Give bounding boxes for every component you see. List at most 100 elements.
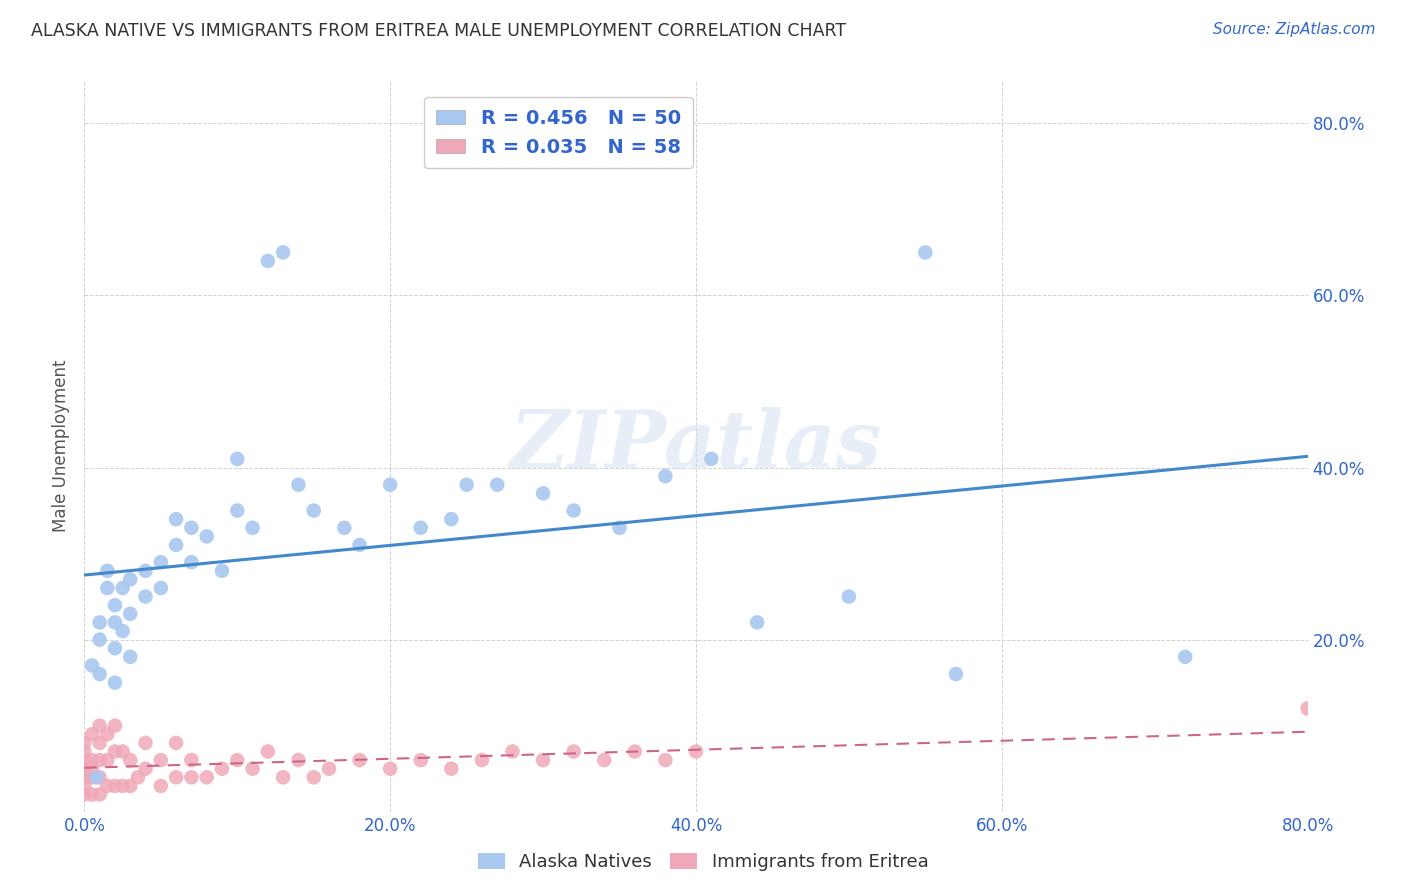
Point: [165, 538, 187, 552]
Point: [120, 607, 142, 621]
Point: [914, 245, 936, 260]
Point: [89, 736, 111, 750]
Point: [685, 744, 707, 758]
Text: ZIPatlas: ZIPatlas: [510, 408, 882, 484]
Point: [654, 753, 676, 767]
Point: [104, 675, 127, 690]
Point: [380, 477, 402, 491]
Point: [562, 503, 585, 517]
Point: [80, 658, 103, 673]
Point: [226, 503, 249, 517]
Point: [104, 744, 127, 758]
Point: [456, 477, 478, 491]
Point: [271, 770, 294, 784]
Point: [111, 779, 134, 793]
Point: [120, 573, 142, 587]
Point: [349, 538, 371, 552]
Point: [165, 770, 187, 784]
Y-axis label: Male Unemployment: Male Unemployment: [52, 359, 70, 533]
Point: [89, 719, 111, 733]
Point: [945, 667, 967, 681]
Point: [149, 753, 172, 767]
Point: [380, 762, 402, 776]
Point: [1174, 649, 1197, 664]
Point: [287, 753, 309, 767]
Point: [89, 788, 111, 802]
Point: [302, 770, 325, 784]
Point: [531, 753, 554, 767]
Point: [349, 753, 371, 767]
Point: [80, 762, 103, 776]
Point: [80, 753, 103, 767]
Point: [73, 762, 96, 776]
Point: [73, 753, 96, 767]
Point: [180, 770, 202, 784]
Point: [471, 753, 494, 767]
Text: ALASKA NATIVE VS IMMIGRANTS FROM ERITREA MALE UNEMPLOYMENT CORRELATION CHART: ALASKA NATIVE VS IMMIGRANTS FROM ERITREA…: [31, 22, 846, 40]
Legend: R = 0.456   N = 50, R = 0.035   N = 58: R = 0.456 N = 50, R = 0.035 N = 58: [425, 97, 693, 169]
Point: [502, 744, 524, 758]
Point: [89, 667, 111, 681]
Point: [624, 744, 647, 758]
Point: [104, 779, 127, 793]
Point: [409, 753, 432, 767]
Point: [111, 581, 134, 595]
Point: [242, 521, 264, 535]
Point: [211, 564, 233, 578]
Point: [80, 770, 103, 784]
Point: [486, 477, 509, 491]
Point: [1296, 701, 1319, 715]
Point: [700, 451, 723, 466]
Point: [654, 469, 676, 483]
Point: [302, 503, 325, 517]
Point: [440, 512, 463, 526]
Point: [80, 788, 103, 802]
Point: [195, 770, 218, 784]
Point: [127, 770, 149, 784]
Legend: Alaska Natives, Immigrants from Eritrea: Alaska Natives, Immigrants from Eritrea: [471, 846, 935, 879]
Point: [180, 753, 202, 767]
Point: [96, 753, 118, 767]
Point: [96, 564, 118, 578]
Point: [73, 736, 96, 750]
Point: [287, 477, 309, 491]
Text: Source: ZipAtlas.com: Source: ZipAtlas.com: [1212, 22, 1375, 37]
Point: [80, 727, 103, 741]
Point: [73, 788, 96, 802]
Point: [226, 753, 249, 767]
Point: [89, 753, 111, 767]
Point: [211, 762, 233, 776]
Point: [226, 451, 249, 466]
Point: [257, 744, 280, 758]
Point: [111, 744, 134, 758]
Point: [73, 744, 96, 758]
Point: [195, 529, 218, 543]
Point: [747, 615, 769, 630]
Point: [271, 245, 294, 260]
Point: [104, 598, 127, 612]
Point: [593, 753, 616, 767]
Point: [165, 736, 187, 750]
Point: [73, 770, 96, 784]
Point: [409, 521, 432, 535]
Point: [104, 719, 127, 733]
Point: [318, 762, 340, 776]
Point: [104, 615, 127, 630]
Point: [120, 649, 142, 664]
Point: [86, 770, 108, 784]
Point: [242, 762, 264, 776]
Point: [96, 581, 118, 595]
Point: [120, 779, 142, 793]
Point: [440, 762, 463, 776]
Point: [135, 762, 157, 776]
Point: [120, 753, 142, 767]
Point: [257, 254, 280, 268]
Point: [96, 779, 118, 793]
Point: [89, 770, 111, 784]
Point: [531, 486, 554, 500]
Point: [165, 512, 187, 526]
Point: [135, 590, 157, 604]
Point: [562, 744, 585, 758]
Point: [149, 581, 172, 595]
Point: [180, 521, 202, 535]
